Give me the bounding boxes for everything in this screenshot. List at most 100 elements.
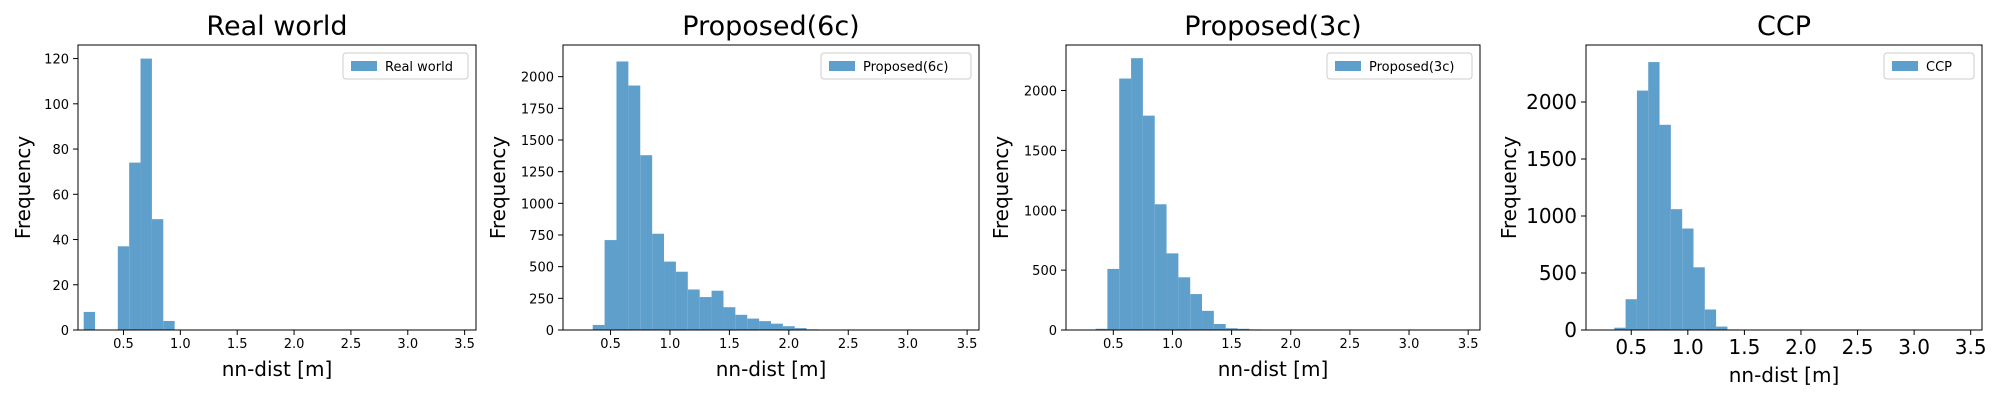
chart-title: Real world <box>206 11 347 42</box>
legend-swatch <box>829 61 855 71</box>
histogram-bar <box>604 240 617 330</box>
x-tick-label: 1.5 <box>1728 335 1760 359</box>
y-tick-label: 1000 <box>1024 204 1057 219</box>
histogram-bar <box>1166 253 1179 330</box>
x-tick-label: 3.5 <box>957 337 978 352</box>
x-tick-label: 3.0 <box>397 337 418 352</box>
x-tick-label: 0.5 <box>1615 335 1647 359</box>
y-tick-label: 80 <box>52 143 69 158</box>
x-tick-label: 0.5 <box>113 337 134 352</box>
plot-frame <box>1065 44 1481 331</box>
y-tick-label: 1500 <box>1024 144 1057 159</box>
y-tick-label: 2000 <box>521 71 554 86</box>
legend-swatch <box>351 61 377 71</box>
y-tick-label: 250 <box>529 292 554 307</box>
histogram-bar <box>628 85 641 331</box>
x-tick-label: 0.5 <box>600 337 621 352</box>
plot-frame <box>1585 44 1983 331</box>
histogram-bar <box>1095 328 1108 330</box>
histogram-bar <box>1142 115 1155 330</box>
chart-panel: 0.5 1.0 1.5 2.0 2.5 3.0 3.5 0 500 1000 1500 2000 Pro… <box>989 11 1481 381</box>
y-tick-label: 20 <box>52 279 69 294</box>
x-tick-label: 2.0 <box>1785 335 1817 359</box>
x-tick-label: 3.0 <box>1399 337 1420 352</box>
x-tick-label: 1.5 <box>1221 337 1242 352</box>
histogram-bar <box>616 61 629 330</box>
histogram-bar <box>640 155 653 330</box>
legend-label: Proposed(6c) <box>863 60 948 75</box>
x-tick-label: 2.0 <box>778 337 799 352</box>
y-tick-label: 40 <box>52 234 69 249</box>
x-tick-label: 1.0 <box>170 337 191 352</box>
y-tick-label: 0 <box>546 324 554 339</box>
x-tick-label: 1.0 <box>1672 335 1704 359</box>
x-axis-label: nn-dist [m] <box>1729 363 1840 387</box>
chart-panel: 0.5 1.0 1.5 2.0 2.5 3.0 3.5 0 20 40 60 80 100 120 Real… <box>11 11 477 381</box>
x-tick-label: 3.5 <box>1458 337 1479 352</box>
y-tick-label: 1250 <box>521 166 554 181</box>
legend-label: Real world <box>385 60 453 75</box>
histogram-bar <box>723 307 736 330</box>
x-tick-label: 3.0 <box>1898 335 1930 359</box>
histogram-bar <box>1202 310 1214 330</box>
histogram-bar <box>1190 294 1203 330</box>
x-tick-label: 2.5 <box>341 337 362 352</box>
chart-panel: 0.5 1.0 1.5 2.0 2.5 3.0 3.5 0 500 1000 1500 2000 CCP… <box>1497 11 1987 387</box>
histogram-bar <box>1625 299 1637 330</box>
y-tick-label: 0 <box>1049 324 1057 339</box>
y-tick-label: 500 <box>1539 261 1577 285</box>
histogram-bar <box>794 328 807 330</box>
legend-box <box>820 52 972 80</box>
legend-label: Proposed(3c) <box>1369 60 1454 75</box>
histogram-bar <box>771 323 783 330</box>
legend-label: CCP <box>1926 60 1952 75</box>
histogram-bar <box>1131 58 1143 330</box>
chart-title: CCP <box>1757 11 1811 42</box>
histogram-bar <box>163 320 175 330</box>
histogram-bar <box>747 318 760 330</box>
chart-title: Proposed(6c) <box>682 11 859 42</box>
histogram-bar <box>1670 209 1683 330</box>
histogram-bar <box>1704 309 1717 330</box>
histogram-bar <box>1213 324 1226 330</box>
histogram-bar <box>1716 326 1728 330</box>
histogram-bar <box>1154 204 1167 330</box>
histogram-bar <box>711 290 724 330</box>
legend-swatch <box>1892 61 1918 71</box>
y-tick-label: 2000 <box>1024 85 1057 100</box>
x-tick-label: 2.0 <box>1280 337 1301 352</box>
y-tick-label: 0 <box>61 324 69 339</box>
x-axis-label: nn-dist [m] <box>1218 357 1329 381</box>
y-tick-label: 1500 <box>521 134 554 149</box>
y-tick-label: 100 <box>44 98 69 113</box>
x-tick-label: 2.0 <box>284 337 305 352</box>
histogram-bar <box>1682 228 1694 330</box>
legend-swatch <box>1335 61 1361 71</box>
y-tick-label: 1750 <box>521 102 554 117</box>
x-tick-label: 3.5 <box>1955 335 1987 359</box>
y-tick-label: 500 <box>1032 264 1057 279</box>
histogram-bar <box>664 261 676 330</box>
histogram-bar <box>151 219 164 330</box>
histogram-bar <box>735 314 748 330</box>
histogram-bar <box>592 324 605 330</box>
y-tick-label: 1000 <box>1526 204 1577 228</box>
x-axis-label: nn-dist [m] <box>222 357 333 381</box>
histogram-bar <box>129 162 141 330</box>
y-tick-label: 1000 <box>521 197 554 212</box>
y-tick-label: 120 <box>44 53 69 68</box>
histogram-bar <box>687 289 700 330</box>
y-axis-label: Frequency <box>989 136 1013 239</box>
histogram-bar <box>1107 268 1120 330</box>
histogram-bar <box>1614 327 1626 330</box>
x-tick-label: 3.0 <box>897 337 918 352</box>
histogram-bar <box>1119 78 1132 330</box>
x-tick-label: 2.5 <box>1842 335 1874 359</box>
histogram-bar <box>782 326 795 330</box>
legend-box <box>1326 52 1473 80</box>
plot-frame <box>77 44 477 331</box>
chart-title: Proposed(3c) <box>1184 11 1361 42</box>
y-tick-label: 1500 <box>1526 147 1577 171</box>
x-tick-label: 1.5 <box>719 337 740 352</box>
